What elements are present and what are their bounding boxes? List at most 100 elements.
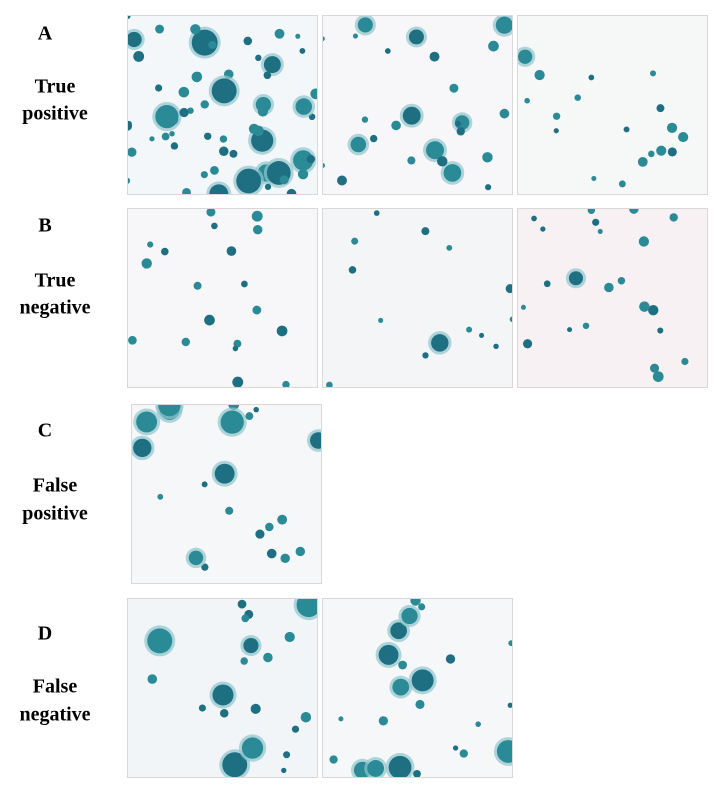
cell <box>147 628 173 654</box>
cell <box>265 522 274 532</box>
cell <box>309 432 322 449</box>
cell <box>251 210 263 222</box>
cell <box>367 760 385 777</box>
cell <box>482 152 493 163</box>
cell <box>415 699 425 709</box>
cell <box>543 280 551 288</box>
cell <box>361 116 369 123</box>
cell <box>263 71 272 80</box>
cell <box>299 151 308 159</box>
cell <box>155 104 179 129</box>
cell <box>297 169 309 180</box>
cell <box>479 332 485 338</box>
cell <box>587 208 596 214</box>
cell <box>508 640 513 647</box>
panel-label: True <box>35 270 76 292</box>
cell <box>352 33 359 39</box>
cell <box>567 327 573 333</box>
cell <box>520 304 526 310</box>
cell <box>402 106 421 125</box>
cell <box>407 156 416 165</box>
cell <box>639 301 650 312</box>
cell <box>582 322 590 330</box>
panel-label: negative <box>19 297 90 319</box>
cell <box>496 740 513 763</box>
cell <box>127 31 142 48</box>
cell <box>493 343 499 350</box>
cell <box>266 548 277 559</box>
panel-letter: C <box>38 420 52 442</box>
cell <box>378 317 384 323</box>
cell <box>517 49 533 64</box>
cell <box>178 86 190 98</box>
panel-label: True <box>35 76 76 98</box>
micrograph-border <box>131 404 322 584</box>
cell <box>155 24 165 34</box>
micrograph <box>322 598 513 778</box>
cell <box>452 745 459 751</box>
cell <box>459 749 468 758</box>
panel-label: False <box>33 475 78 497</box>
cell <box>264 183 272 191</box>
cell <box>147 674 158 684</box>
cell <box>188 550 204 566</box>
micrograph-bg <box>322 208 513 388</box>
cell <box>337 175 347 186</box>
cell <box>638 236 650 247</box>
cell <box>229 149 238 158</box>
cell <box>282 380 290 388</box>
cell <box>226 246 237 256</box>
cell <box>198 704 206 712</box>
cell <box>243 637 259 654</box>
cell <box>147 241 154 248</box>
cell <box>588 74 595 81</box>
cell <box>295 98 313 115</box>
cell <box>277 514 288 525</box>
cell <box>253 224 263 235</box>
cell <box>422 352 429 359</box>
micrograph-border <box>322 208 513 388</box>
micrograph-border <box>127 598 318 778</box>
cell <box>252 305 262 315</box>
cell <box>678 131 689 143</box>
cell <box>241 280 248 288</box>
cell <box>276 325 288 337</box>
cell <box>411 669 434 692</box>
cell <box>431 334 449 352</box>
cell <box>232 376 244 388</box>
cell <box>310 88 318 100</box>
cell <box>128 335 137 345</box>
cell <box>211 78 237 104</box>
cell <box>281 767 287 774</box>
cell <box>522 339 533 349</box>
cell <box>648 305 659 316</box>
cell <box>280 553 290 564</box>
cell <box>295 33 301 39</box>
cell <box>666 122 678 133</box>
micrograph <box>127 598 318 778</box>
cell <box>488 40 499 52</box>
cell <box>263 652 273 663</box>
cell <box>211 222 218 230</box>
cell <box>200 100 209 109</box>
cell <box>161 132 170 141</box>
cell <box>306 154 316 164</box>
cell <box>410 598 421 606</box>
cell <box>263 56 281 74</box>
cell <box>187 107 194 114</box>
cell <box>398 660 408 670</box>
cell <box>141 258 152 269</box>
micrograph-border <box>517 15 708 195</box>
micrograph-border <box>322 15 513 195</box>
micrograph-border <box>517 208 708 388</box>
cell <box>190 24 201 35</box>
cell <box>418 603 426 611</box>
cell <box>191 71 203 83</box>
cell <box>597 228 603 234</box>
cell <box>369 134 378 143</box>
cell <box>255 54 262 62</box>
micrograph-border <box>127 15 318 195</box>
cell <box>652 371 664 382</box>
cell <box>237 599 247 609</box>
